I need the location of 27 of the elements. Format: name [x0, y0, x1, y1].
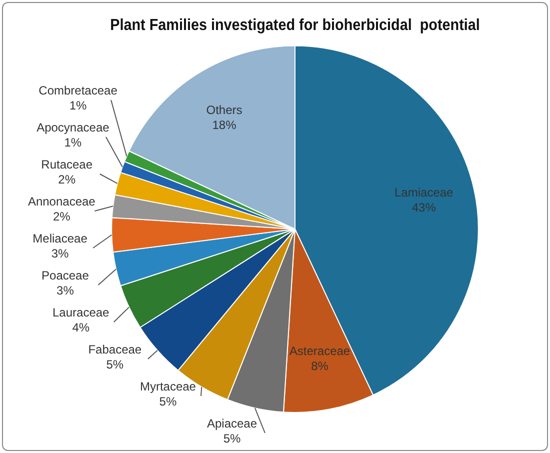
data-label: 43%: [412, 200, 436, 215]
data-label: 2%: [52, 209, 71, 224]
data-label: 3%: [51, 246, 70, 260]
data-label: 5%: [159, 394, 177, 408]
slice-label: Apocynaceae: [36, 120, 110, 134]
data-label: 1%: [69, 98, 88, 112]
slice-label: Poaceae: [42, 268, 90, 282]
slice-label: Others: [206, 102, 242, 117]
data-label: 4%: [72, 320, 90, 334]
data-label: 5%: [106, 357, 124, 372]
data-label: 2%: [58, 172, 76, 186]
slice-label: Rutaceae: [41, 157, 93, 172]
data-label: 18%: [212, 118, 237, 132]
slice-label: Myrtaceae: [140, 379, 196, 394]
slice-label: Asteraceae: [289, 344, 350, 358]
data-label: 8%: [311, 359, 329, 374]
data-label: 3%: [56, 283, 74, 298]
slice-label: Fabaceae: [88, 342, 142, 356]
slice-label: Combretaceae: [38, 83, 118, 98]
slice-label: Meliaceae: [32, 231, 88, 246]
data-label: 1%: [64, 135, 82, 150]
data-label: 5%: [223, 431, 241, 446]
chart-title: Plant Families investigated for bioherbicidal potential: [110, 16, 480, 34]
slice-label: Apiaceae: [206, 416, 258, 430]
slice-label: Lauraceae: [52, 305, 110, 320]
slice-label: Lamiaceae: [394, 186, 454, 200]
slice-label: Annonaceae: [28, 194, 96, 208]
